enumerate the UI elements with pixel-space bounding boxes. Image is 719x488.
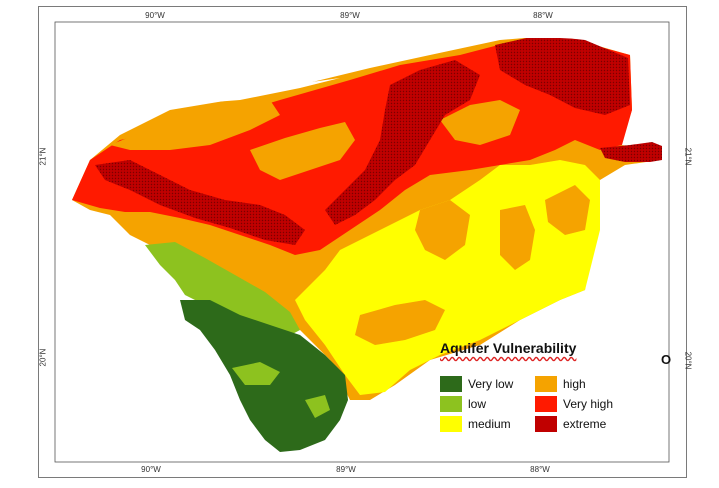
legend-swatch-very-low — [440, 376, 462, 392]
legend-label-medium: medium — [468, 417, 511, 431]
coast-notch-north — [175, 78, 340, 105]
region-extreme-central — [325, 60, 480, 225]
tick-top-90w: 90°W — [145, 11, 165, 20]
region-high-inland-2 — [500, 205, 535, 270]
tick-left-21n: 21°N — [38, 147, 48, 166]
region-low-patch-2 — [305, 395, 330, 418]
region-high-island-3 — [440, 100, 520, 145]
coast-notch-northeast — [500, 30, 600, 40]
tick-bottom-90w: 90°W — [141, 465, 161, 474]
stray-glyph: O — [661, 352, 672, 367]
tick-bottom-89w: 89°W — [336, 465, 356, 474]
region-extreme-west — [95, 160, 305, 245]
tick-right-20n: 20°N — [683, 351, 693, 370]
tick-top-88w: 88°W — [533, 11, 553, 20]
region-high-island-1 — [110, 100, 280, 150]
tick-right-21n: 21°N — [683, 147, 693, 166]
region-high-island-2 — [250, 122, 355, 180]
region-extreme-north — [495, 35, 630, 115]
tick-top-89w: 89°W — [340, 11, 360, 20]
region-low — [145, 242, 300, 338]
region-extreme-east-tip — [600, 142, 662, 162]
legend-item-extreme: extreme — [535, 415, 606, 433]
legend-item-medium: medium — [440, 415, 511, 433]
region-high-inland-4 — [545, 185, 590, 235]
legend-swatch-high — [535, 376, 557, 392]
legend-swatch-extreme — [535, 416, 557, 432]
region-low-patch — [232, 362, 280, 385]
legend-item-very-high: Very high — [535, 395, 613, 413]
legend-label-high: high — [563, 377, 586, 391]
map-border — [54, 21, 670, 463]
tick-left-20n: 20°N — [38, 348, 48, 367]
legend-swatch-low — [440, 396, 462, 412]
legend-label-very-high: Very high — [563, 397, 614, 411]
region-high-inland-1 — [415, 200, 470, 260]
legend-item-low: low — [440, 395, 486, 413]
legend-item-high: high — [535, 375, 586, 393]
legend-label-very-low: Very low — [468, 377, 514, 391]
region-high-inland-3 — [355, 300, 445, 345]
legend-swatch-medium — [440, 416, 462, 432]
legend-label-low: low — [468, 397, 487, 411]
legend-swatch-very-high — [535, 396, 557, 412]
legend-label-extreme: extreme — [563, 417, 607, 431]
legend-title: Aquifer Vulnerability — [440, 340, 577, 356]
tick-bottom-88w: 88°W — [530, 465, 550, 474]
legend-item-very-low: Very low — [440, 375, 513, 393]
